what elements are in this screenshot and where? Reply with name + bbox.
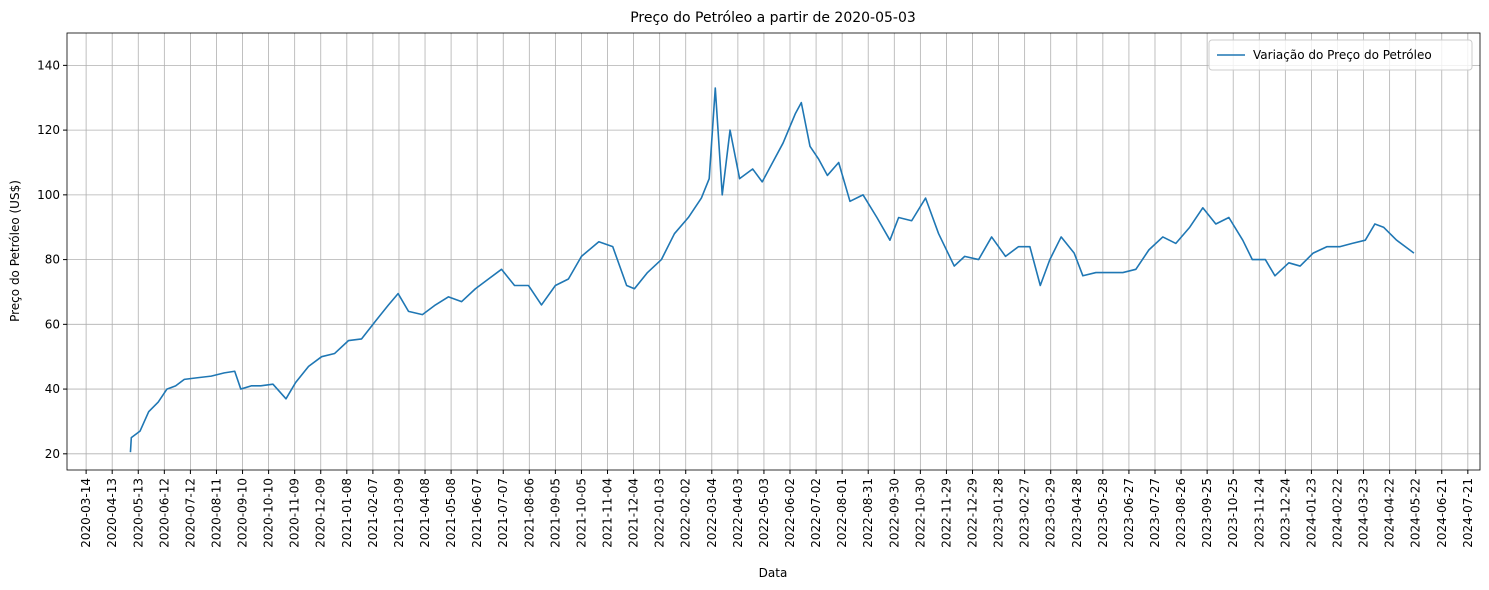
x-tick-label: 2020-09-10	[236, 478, 250, 548]
x-tick-label: 2021-08-06	[522, 478, 536, 548]
x-tick-label: 2020-04-13	[105, 478, 119, 548]
x-tick-label: 2022-08-01	[835, 478, 849, 548]
x-tick-label: 2022-09-30	[887, 478, 901, 548]
x-tick-label: 2024-03-23	[1357, 478, 1371, 548]
x-tick-label: 2024-07-21	[1461, 478, 1475, 548]
x-tick-label: 2023-12-24	[1278, 478, 1292, 548]
x-tick-label: 2022-07-02	[809, 478, 823, 548]
y-tick-label: 20	[45, 447, 60, 461]
x-tick-label: 2023-03-29	[1044, 478, 1058, 548]
x-tick-label: 2022-03-04	[705, 478, 719, 548]
x-tick-label: 2021-12-04	[627, 478, 641, 548]
x-tick-label: 2023-01-28	[992, 478, 1006, 548]
x-tick-label: 2023-04-28	[1070, 478, 1084, 548]
x-tick-label: 2022-02-02	[679, 478, 693, 548]
x-tick-label: 2024-05-22	[1409, 478, 1423, 548]
x-tick-label: 2022-12-29	[966, 478, 980, 548]
y-tick-label: 120	[37, 123, 60, 137]
x-tick-label: 2024-02-22	[1330, 478, 1344, 548]
x-tick-label: 2023-08-26	[1174, 478, 1188, 548]
x-tick-label: 2023-05-28	[1096, 478, 1110, 548]
x-tick-label: 2023-07-27	[1148, 478, 1162, 548]
x-tick-label: 2024-01-23	[1304, 478, 1318, 548]
y-axis-label: Preço do Petróleo (US$)	[8, 180, 22, 322]
x-tick-label: 2021-11-04	[601, 478, 615, 548]
legend-label: Variação do Preço do Petróleo	[1253, 48, 1432, 62]
y-tick-label: 140	[37, 58, 60, 72]
x-tick-label: 2022-05-03	[757, 478, 771, 548]
x-tick-label: 2023-11-24	[1252, 478, 1266, 548]
x-tick-label: 2022-06-02	[783, 478, 797, 548]
x-tick-label: 2021-03-09	[392, 478, 406, 548]
x-tick-label: 2020-07-12	[183, 478, 197, 548]
plot-frame	[66, 32, 1481, 471]
x-tick-label: 2022-11-29	[939, 478, 953, 548]
y-tick-label: 40	[45, 382, 60, 396]
x-tick-label: 2021-07-07	[496, 478, 510, 548]
x-tick-label: 2022-01-03	[653, 478, 667, 548]
chart-title: Preço do Petróleo a partir de 2020-05-03	[630, 10, 916, 26]
x-tick-label: 2024-06-21	[1435, 478, 1449, 548]
legend-box	[1208, 39, 1473, 71]
legend: Variação do Preço do Petróleo	[1208, 39, 1473, 71]
x-tick-label: 2020-12-09	[314, 478, 328, 548]
x-tick-label: 2020-05-13	[131, 478, 145, 548]
x-tick-label: 2022-04-03	[731, 478, 745, 548]
x-tick-label: 2020-11-09	[288, 478, 302, 548]
data-line	[129, 87, 1415, 453]
x-tick-label: 2023-09-25	[1200, 478, 1214, 548]
x-tick-label: 2020-03-14	[79, 478, 93, 548]
x-tick-label: 2022-08-31	[861, 478, 875, 548]
x-axis-label: Data	[759, 566, 788, 580]
x-tick-label: 2023-02-27	[1018, 478, 1032, 548]
y-tick-label: 80	[45, 253, 60, 267]
x-tick-label: 2021-04-08	[418, 478, 432, 548]
y-tick-label: 100	[37, 188, 60, 202]
x-tick-label: 2020-08-11	[209, 478, 223, 548]
x-tick-label: 2023-06-27	[1122, 478, 1136, 548]
x-tick-label: 2020-10-10	[262, 478, 276, 548]
x-tick-label: 2024-04-22	[1383, 478, 1397, 548]
x-tick-label: 2021-10-05	[574, 478, 588, 548]
x-tick-label: 2021-06-07	[470, 478, 484, 548]
x-tick-label: 2021-01-08	[340, 478, 354, 548]
x-tick-label: 2021-05-08	[444, 478, 458, 548]
x-tick-label: 2022-10-30	[913, 478, 927, 548]
x-tick-label: 2020-06-12	[157, 478, 171, 548]
x-tick-label: 2023-10-25	[1226, 478, 1240, 548]
x-tick-label: 2021-02-07	[366, 478, 380, 548]
y-tick-label: 60	[45, 317, 60, 331]
x-tick-label: 2021-09-05	[548, 478, 562, 548]
